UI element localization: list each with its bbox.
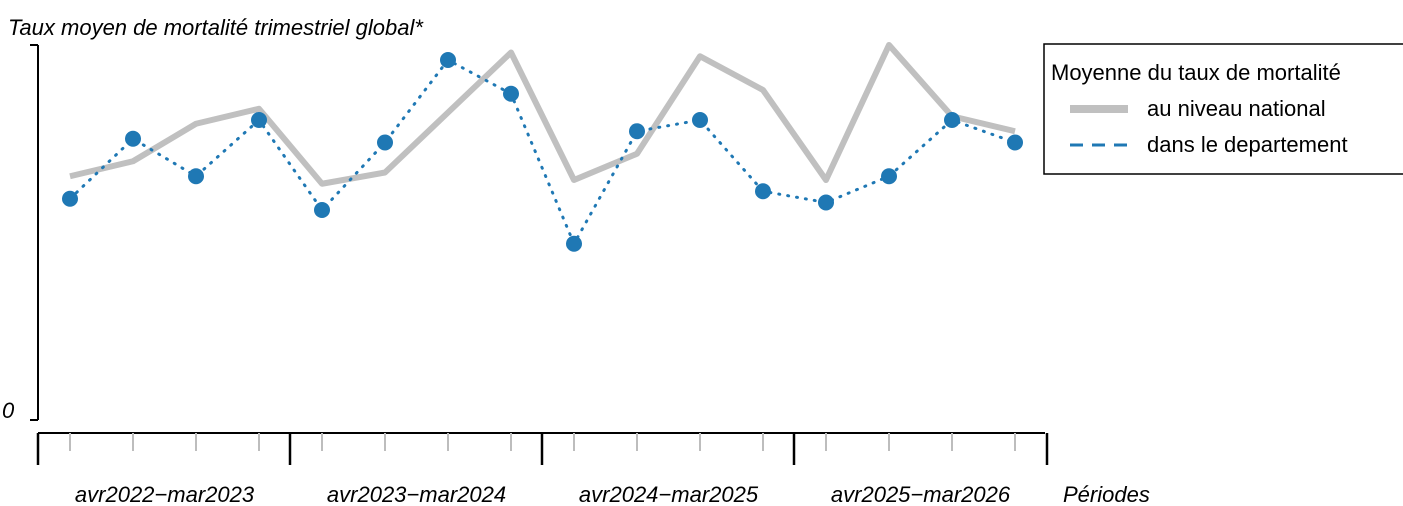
departement-point-4 bbox=[251, 112, 267, 128]
departement-point-9 bbox=[566, 235, 582, 252]
departement-point-5 bbox=[314, 202, 330, 218]
series-line-national bbox=[69, 42, 1016, 187]
chart-title: Taux moyen de mortalité trimestriel glob… bbox=[8, 15, 424, 40]
series-line-departement bbox=[68, 58, 1017, 248]
period-group-label-2: avr2023−mar2024 bbox=[327, 482, 506, 506]
legend-title: Moyenne du taux de mortalité bbox=[1051, 60, 1341, 85]
departement-point-1 bbox=[62, 190, 78, 207]
departement-point-12 bbox=[755, 183, 771, 200]
period-group-label-4: avr2025−mar2026 bbox=[831, 482, 1011, 506]
period-group-labels: avr2022−mar2023 avr2023−mar2024 avr2024−ma… bbox=[75, 482, 1011, 506]
y-axis: 0 bbox=[2, 44, 39, 423]
period-group-label-3: avr2024−mar2025 bbox=[579, 482, 759, 506]
legend: Moyenne du taux de mortalité au niveau n… bbox=[1043, 43, 1403, 175]
departement-point-14 bbox=[881, 168, 897, 185]
departement-point-15 bbox=[944, 112, 960, 128]
departement-point-16 bbox=[1007, 134, 1023, 151]
series-layer bbox=[62, 42, 1023, 252]
departement-point-3 bbox=[188, 168, 204, 185]
legend-entry-national: au niveau national bbox=[1147, 96, 1326, 121]
legend-entry-departement: dans le departement bbox=[1147, 132, 1348, 157]
x-ticks bbox=[36, 433, 1049, 465]
departement-point-2 bbox=[125, 130, 141, 147]
departement-point-10 bbox=[629, 123, 645, 140]
departement-point-11 bbox=[692, 112, 708, 128]
departement-point-8 bbox=[503, 85, 519, 102]
departement-point-6 bbox=[377, 134, 393, 151]
departement-point-7 bbox=[440, 52, 456, 68]
departement-point-13 bbox=[818, 194, 834, 211]
period-group-label-1: avr2022−mar2023 bbox=[75, 482, 255, 506]
x-axis-label: Périodes bbox=[1063, 482, 1150, 506]
y-tick-label-0: 0 bbox=[2, 398, 15, 423]
